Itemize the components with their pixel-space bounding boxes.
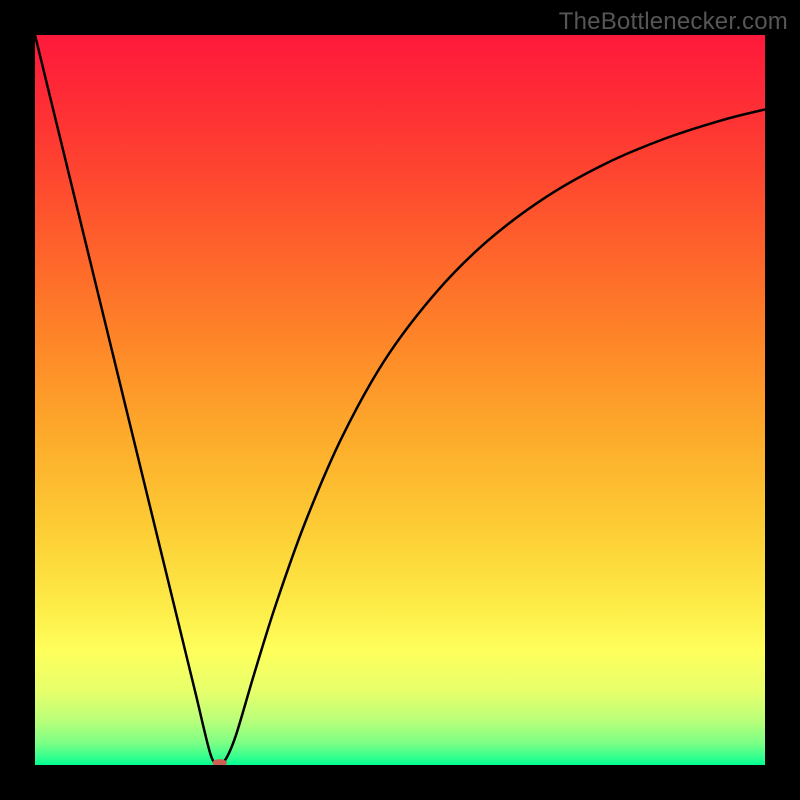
chart-background xyxy=(35,35,765,765)
chart-frame: TheBottlenecker.com xyxy=(0,0,800,800)
chart-plot xyxy=(35,35,765,765)
watermark-label: TheBottlenecker.com xyxy=(559,8,788,36)
